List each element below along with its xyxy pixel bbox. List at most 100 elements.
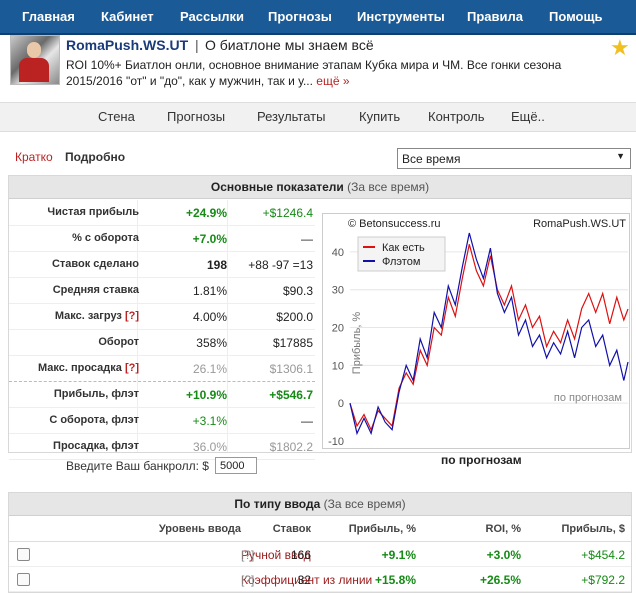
metric-value-usd: $1802.2 [269, 440, 313, 454]
chevron-down-icon: ▼ [616, 151, 625, 161]
row-profit-pct: +15.8% [374, 573, 416, 587]
metric-row: Чистая прибыль +24.9% +$1246.4 [9, 200, 315, 226]
period-select-value: Все время [402, 152, 461, 166]
chart-watermark-right: RomaPush.WS.UT [533, 218, 626, 230]
metric-row: Просадка, флэт 36.0% $1802.2 [9, 434, 315, 460]
help-link[interactable]: [?] [124, 362, 139, 374]
row-level-label: Ручной ввод [241, 548, 311, 562]
nav-home[interactable]: Главная [22, 9, 75, 24]
metric-value-pct: 36.0% [192, 440, 227, 454]
more-link[interactable]: ещё » [316, 74, 350, 88]
metric-label-text: Макс. загруз [54, 310, 122, 322]
favorite-star-icon[interactable]: ★ [610, 35, 630, 60]
metric-label: Средняя ставка [52, 284, 139, 296]
row-profit-pct: +9.1% [381, 548, 416, 562]
chart-ytick-label: 20 [332, 323, 344, 335]
metric-value-count: 198 [206, 258, 227, 272]
metric-row: Ставок сделано 198 +88 -97 =13 [9, 252, 315, 278]
col-header-bets: Ставок [272, 523, 311, 535]
period-select[interactable]: Все время ▼ [397, 148, 631, 169]
view-brief-link[interactable]: Кратко [15, 150, 53, 164]
col-header-level: Уровень ввода [158, 523, 241, 535]
profile-name[interactable]: RomaPush.WS.UT [66, 37, 189, 53]
nav-tools[interactable]: Инструменты [357, 9, 445, 24]
subnav-control[interactable]: Контроль [428, 109, 485, 124]
series-line-as-is [349, 244, 629, 432]
metric-label: Прибыль, флэт [53, 388, 139, 400]
chart-ytick-label: 0 [338, 398, 344, 410]
metric-row: Макс. просадка [?] 26.1% $1306.1 [9, 356, 315, 382]
avatar-head [27, 42, 41, 58]
metric-row: С оборота, флэт +3.1% — [9, 408, 315, 434]
col-header-profit-pct: Прибыль, % [348, 523, 416, 535]
bankroll-label: Введите Ваш банкролл: $ [66, 459, 209, 473]
metric-row: Средняя ставка 1.81% $90.3 [9, 278, 315, 304]
bankroll-input[interactable]: 5000 [215, 457, 257, 474]
divider [227, 200, 228, 452]
nav-help[interactable]: Помощь [549, 9, 603, 24]
metric-label: Ставок сделано [51, 258, 139, 270]
metric-label-text: Макс. просадка [37, 362, 122, 374]
metric-value-usd: +$1246.4 [262, 206, 313, 220]
metric-value-usd: +$546.7 [269, 388, 313, 402]
description-text: ROI 10%+ Биатлон онли, основное внимание… [66, 58, 562, 88]
chart-ytick-label: 10 [332, 360, 344, 372]
help-link[interactable]: [?] [241, 573, 255, 587]
row-checkbox[interactable] [17, 573, 30, 586]
metric-value-usd: $200.0 [276, 310, 313, 324]
table-row: Коэффициент из линии [?] 32 +15.8% +26.5… [9, 567, 631, 592]
help-link[interactable]: [?] [124, 310, 139, 322]
chart-ytick-label: -10 [328, 436, 344, 448]
profile-header: RomaPush.WS.UT | О биатлоне мы знаем всё… [0, 35, 636, 102]
subnav-more[interactable]: Ещё.. [511, 109, 545, 124]
col-header-profit-usd: Прибыль, $ [561, 523, 625, 535]
metric-row: Макс. загруз [?] 4.00% $200.0 [9, 304, 315, 330]
row-checkbox[interactable] [17, 548, 30, 561]
entry-type-panel: По типу ввода (За все время) Уровень вво… [8, 492, 632, 593]
subnav-buy[interactable]: Купить [359, 109, 401, 124]
subnav-forecasts[interactable]: Прогнозы [167, 109, 226, 124]
chart-inner-xlabel: по прогнозам [554, 392, 622, 404]
metric-value-pct: +7.0% [192, 232, 227, 246]
metric-label: Макс. просадка [?] [38, 362, 139, 374]
entry-type-title-text: По типу ввода [234, 497, 321, 511]
profile-description: ROI 10%+ Биатлон онли, основное внимание… [66, 57, 586, 89]
metric-value-pct: 26.1% [192, 362, 227, 376]
row-roi: +26.5% [479, 573, 521, 587]
nav-mailings[interactable]: Рассылки [180, 9, 245, 24]
row-profit-usd: +$454.2 [581, 548, 625, 562]
chart-legend [357, 236, 446, 272]
metric-value-usd: — [301, 414, 313, 428]
entry-type-title: По типу ввода (За все время) [9, 493, 631, 516]
chart-ytick-label: 40 [332, 247, 344, 259]
nav-rules[interactable]: Правила [467, 9, 523, 24]
metric-value-usd: $1306.1 [269, 362, 313, 376]
metric-value-pct: 358% [196, 336, 227, 350]
avatar-shirt [19, 58, 49, 82]
divider [137, 200, 138, 452]
metric-value-usd: — [301, 232, 313, 246]
metric-value-usd: $90.3 [282, 284, 313, 298]
help-link[interactable]: [?] [241, 548, 255, 562]
subnav-wall[interactable]: Стена [98, 109, 135, 124]
main-stats-subtitle: (За все время) [347, 180, 430, 194]
metric-value-pct: 4.00% [192, 310, 227, 324]
avatar[interactable] [10, 35, 60, 85]
profile-tagline: О биатлоне мы знаем всё [205, 37, 374, 53]
title-separator: | [195, 37, 199, 53]
row-bets: 166 [290, 548, 311, 562]
metric-label: % с оборота [72, 232, 139, 244]
series-line-flat [349, 232, 629, 436]
main-stats-title-text: Основные показатели [210, 180, 344, 194]
metric-row: % с оборота +7.0% — [9, 226, 315, 252]
legend-label-as-is: Как есть [382, 242, 425, 254]
metric-label: Просадка, флэт [53, 440, 139, 452]
metric-label: Чистая прибыль [47, 206, 139, 218]
col-header-roi: ROI, % [485, 523, 521, 535]
nav-forecasts[interactable]: Прогнозы [268, 9, 332, 24]
view-detailed-link[interactable]: Подробно [65, 150, 126, 164]
metric-label: Оборот [98, 336, 139, 348]
metric-value-pct: 1.81% [192, 284, 227, 298]
nav-cabinet[interactable]: Кабинет [101, 9, 154, 24]
subnav-results[interactable]: Результаты [257, 109, 326, 124]
